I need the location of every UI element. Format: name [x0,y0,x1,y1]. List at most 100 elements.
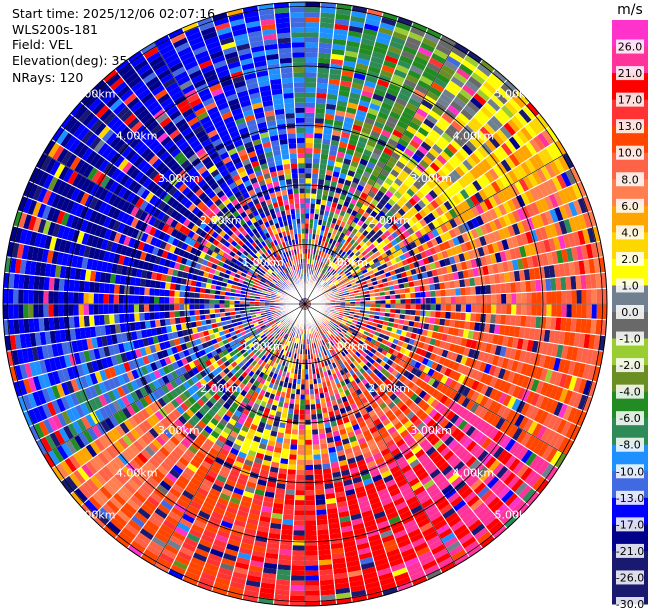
velocity-gate [211,543,226,553]
velocity-gate [109,496,124,510]
velocity-gate [433,548,449,560]
velocity-gate [490,479,504,493]
velocity-gate [580,318,587,334]
velocity-gate [310,409,317,415]
velocity-gate [400,464,412,474]
velocity-gate [37,374,47,390]
velocity-gate [523,327,531,340]
velocity-gate [348,369,356,376]
velocity-gate [193,268,200,276]
velocity-gate [257,365,264,372]
velocity-gate [292,337,296,343]
velocity-gate [144,373,153,384]
velocity-gate [324,396,332,403]
velocity-gate [59,329,67,343]
velocity-gate [270,282,276,287]
velocity-gate [44,358,53,373]
velocity-gate [98,159,110,173]
velocity-gate [492,462,505,476]
velocity-gate [520,466,533,482]
velocity-gate [593,334,601,351]
velocity-gate [354,411,363,419]
velocity-gate [113,513,128,527]
velocity-gate [112,492,127,506]
velocity-gate [260,354,267,361]
velocity-gate [424,316,431,324]
velocity-gate [174,118,188,129]
velocity-gate [294,338,298,344]
velocity-gate [581,304,587,319]
velocity-gate [53,237,62,252]
velocity-gate [265,279,272,284]
velocity-gate [526,339,534,353]
velocity-gate [305,495,316,501]
velocity-gate [156,112,169,125]
velocity-gate [249,560,265,568]
velocity-gate [284,268,289,274]
velocity-gate [152,263,160,273]
velocity-gate [103,111,117,126]
velocity-gate [231,524,246,533]
velocity-gate [277,564,292,571]
velocity-gate [465,399,475,411]
velocity-gate [314,484,325,490]
velocity-gate [474,321,481,332]
velocity-gate [53,277,60,292]
velocity-gate [180,342,188,351]
velocity-gate [370,307,376,312]
velocity-gate [396,425,407,435]
velocity-gate [177,442,188,453]
velocity-gate [200,138,212,148]
velocity-gate [445,540,462,553]
velocity-gate [151,352,160,362]
velocity-gate [65,408,77,423]
velocity-gate [165,472,178,484]
velocity-gate [251,366,258,374]
velocity-gate [38,171,50,188]
velocity-gate [151,246,160,256]
velocity-gate [16,243,25,260]
velocity-gate [99,108,113,123]
velocity-gate [122,255,130,267]
velocity-gate [364,434,374,442]
velocity-gate [256,257,263,264]
velocity-gate [101,261,109,273]
velocity-gate [52,145,65,161]
velocity-gate [175,405,186,416]
velocity-gate [180,425,191,435]
velocity-gate [157,397,167,408]
velocity-gate [278,315,284,320]
velocity-gate [267,365,273,372]
velocity-gate [191,327,198,334]
velocity-gate [366,336,373,342]
velocity-gate [430,543,446,556]
velocity-gate [68,316,75,329]
velocity-gate [511,372,521,386]
velocity-gate [254,245,261,252]
velocity-gate [344,488,356,496]
velocity-gate [269,320,275,325]
velocity-gate [488,427,500,441]
velocity-gate [173,352,181,362]
velocity-gate [239,348,247,355]
velocity-gate [490,313,496,324]
velocity-gate [180,471,193,482]
velocity-gate [37,218,47,234]
velocity-gate [489,343,497,355]
velocity-gate [501,406,512,420]
velocity-gate [16,348,25,365]
velocity-gate [333,435,342,442]
velocity-gate [287,330,292,336]
velocity-gate [327,517,340,525]
velocity-gate [95,237,104,250]
velocity-gate [33,422,45,439]
velocity-gate [438,527,453,540]
velocity-gate [269,360,276,367]
velocity-gate [175,137,187,148]
velocity-gate [198,191,208,201]
velocity-gate [164,356,172,366]
velocity-gate [325,337,330,344]
velocity-gate [467,348,476,359]
velocity-gate [272,278,278,284]
velocity-gate [161,384,170,395]
